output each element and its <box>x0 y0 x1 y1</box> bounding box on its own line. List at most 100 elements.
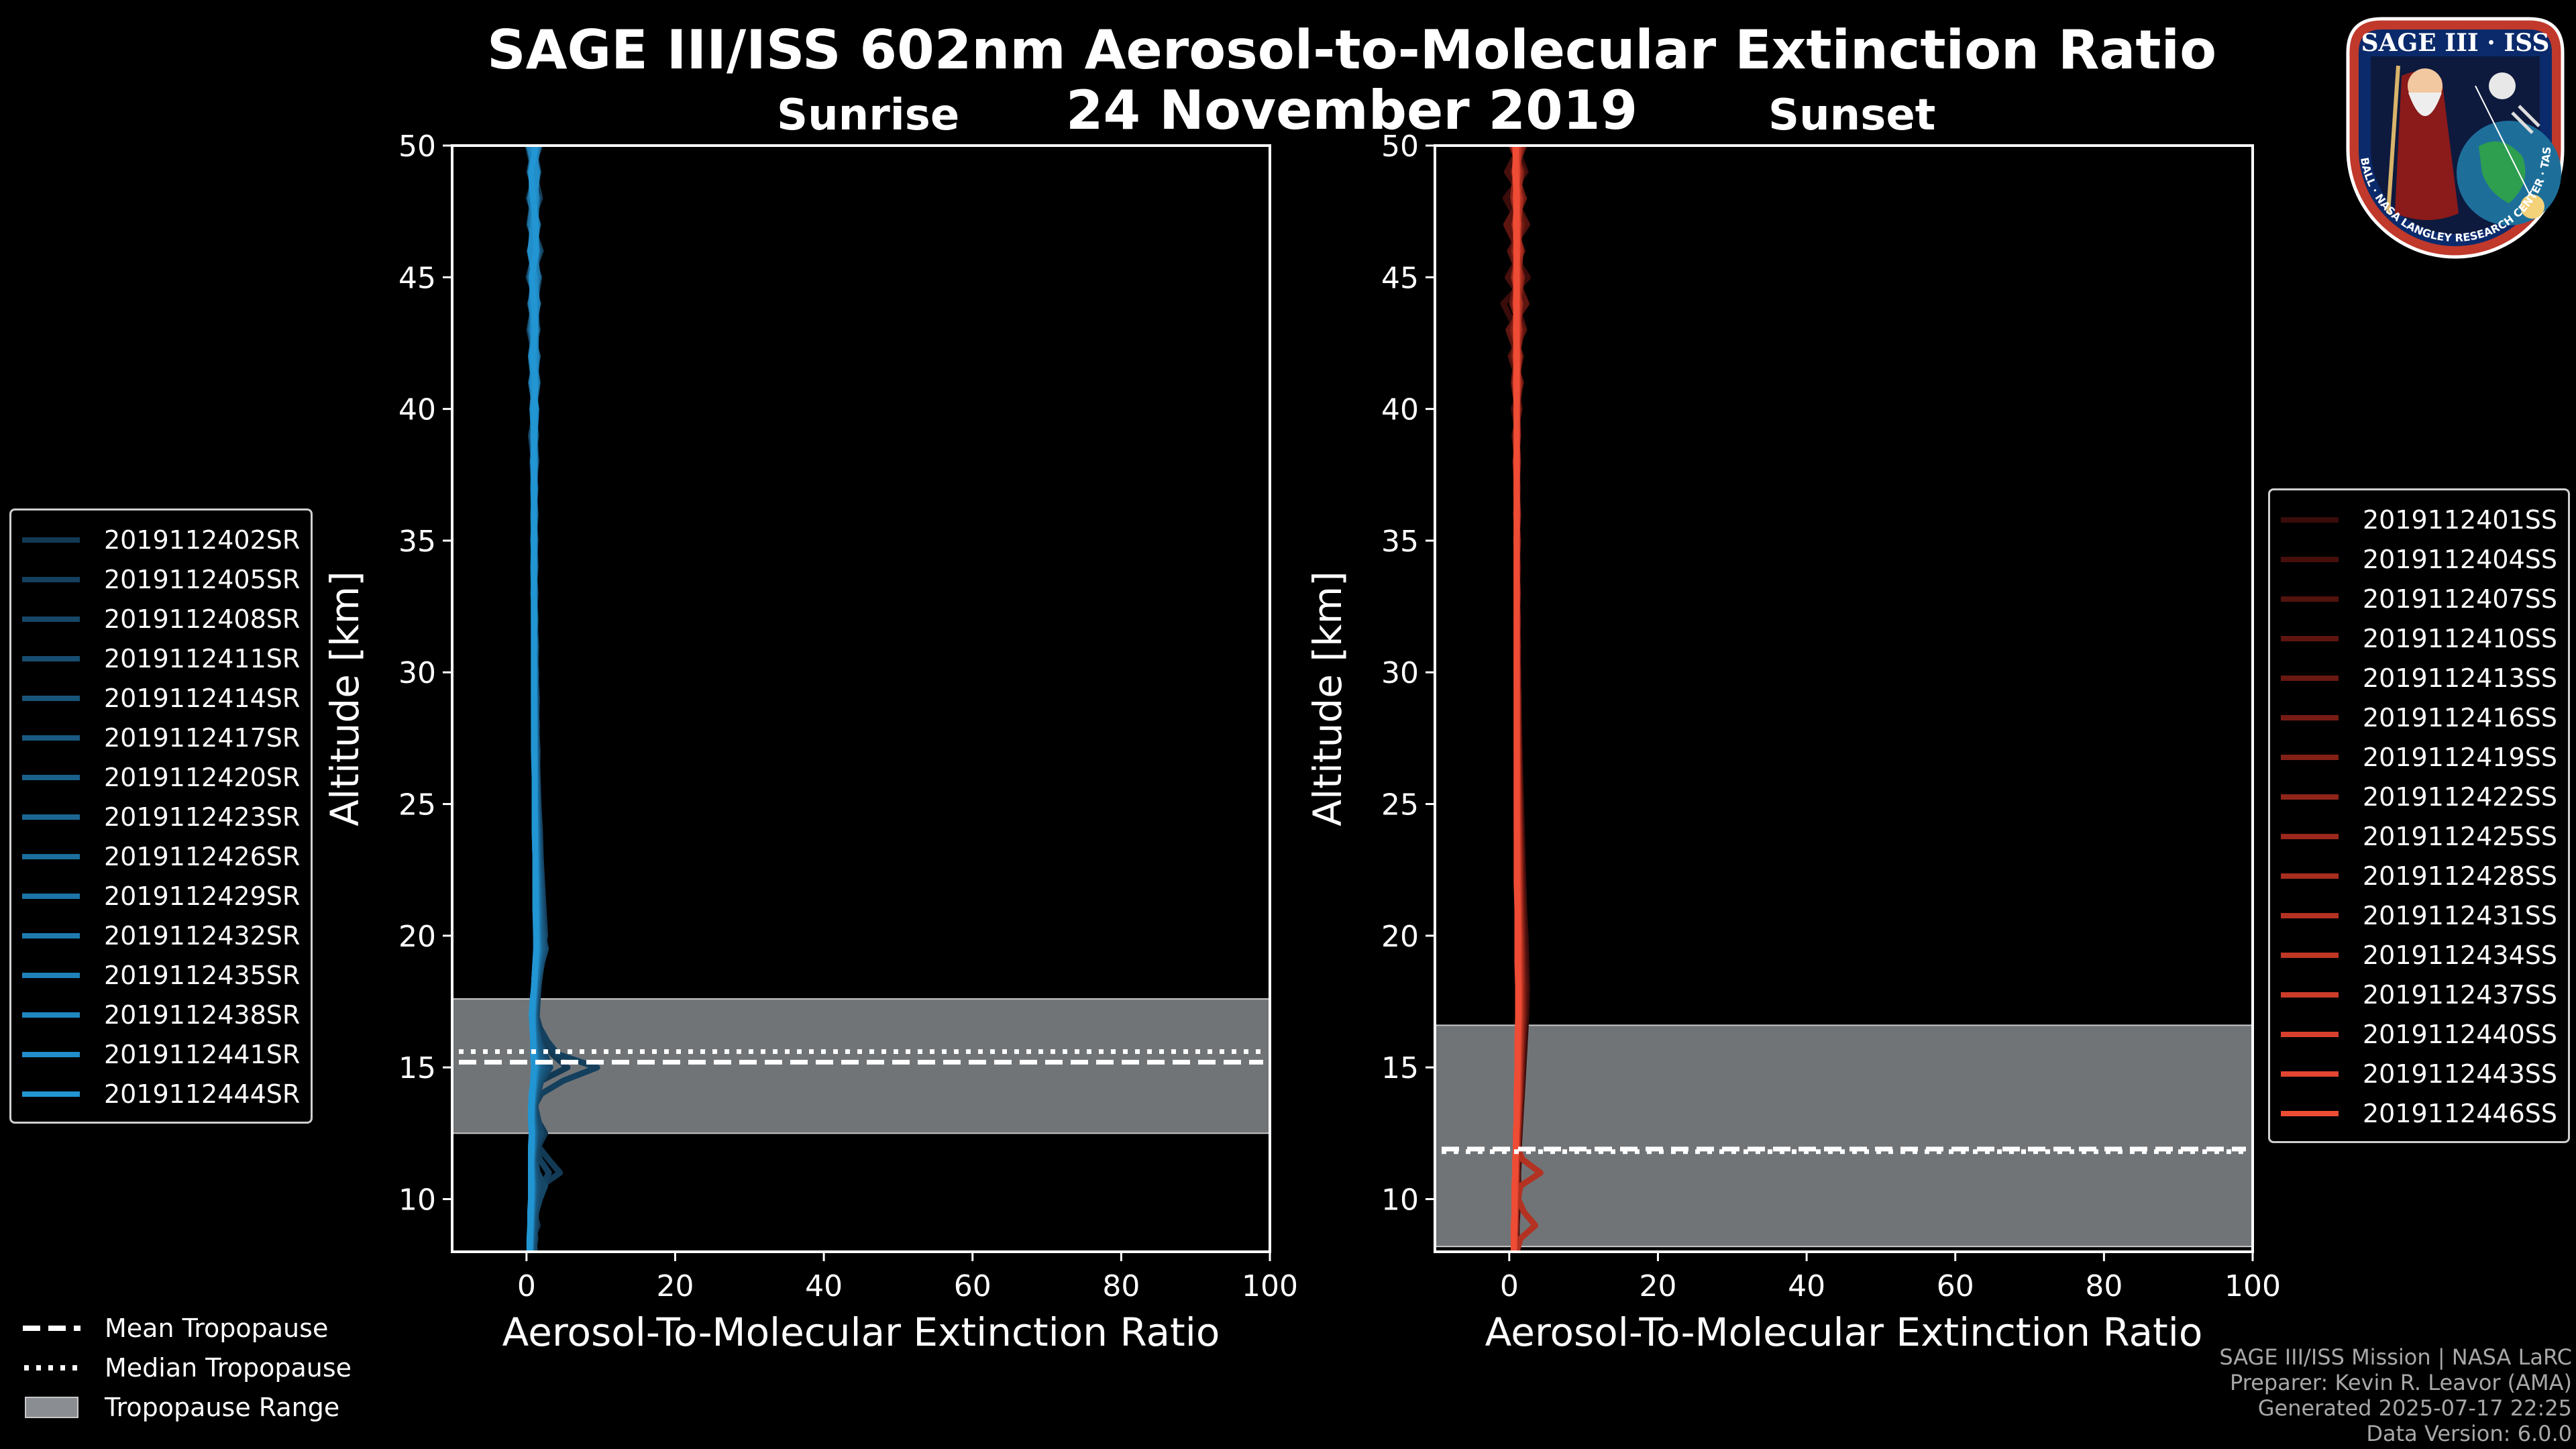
legend-item-2019112434SS: 2019112434SS <box>2281 935 2557 975</box>
x-tick-label: 40 <box>805 1269 843 1303</box>
legend-label: 2019112425SS <box>2363 821 2558 851</box>
x-tick-label: 80 <box>2085 1269 2123 1303</box>
legend-label: 2019112404SS <box>2363 544 2558 574</box>
legend-swatch <box>22 774 80 780</box>
legend-swatch <box>22 1091 80 1097</box>
sunset-tropopause-range-band <box>1434 1024 2253 1248</box>
legend-swatch <box>22 893 80 899</box>
footer-data-version: Data Version: 6.0.0 <box>2366 1421 2572 1446</box>
legend-label: 2019112432SR <box>104 920 301 951</box>
legend-label: 2019112431SS <box>2363 900 2558 930</box>
y-tick-label: 40 <box>1381 393 1419 427</box>
x-tick-label: 40 <box>1788 1269 1825 1303</box>
dashed-line-swatch <box>23 1325 80 1331</box>
y-tick-label: 20 <box>1381 920 1419 954</box>
footer-mission: SAGE III/ISS Mission | NASA LaRC <box>2219 1344 2572 1370</box>
sunset-panel-title: Sunset <box>1768 91 1936 140</box>
sunrise-x-axis-label: Aerosol-To-Molecular Extinction Ratio <box>502 1309 1220 1355</box>
legend-item-2019112438SR: 2019112438SR <box>22 995 300 1034</box>
legend-swatch <box>22 576 80 582</box>
legend-swatch <box>22 537 80 543</box>
y-tick-label: 40 <box>398 393 436 427</box>
legend-tropopause-range: Tropopause Range <box>23 1387 352 1427</box>
legend-label: 2019112411SR <box>104 643 301 674</box>
legend-swatch <box>2281 912 2339 918</box>
sunrise-legend: 2019112402SR 2019112405SR 2019112408SR 2019… <box>9 508 313 1124</box>
legend-item-2019112422SS: 2019112422SS <box>2281 777 2557 816</box>
legend-swatch <box>2281 714 2339 720</box>
x-tick-label: 0 <box>1500 1269 1519 1303</box>
sunset-plot: 0 20 40 60 80 100 10 15 20 25 30 35 40 45 50 Aerosol-To… <box>1305 129 2281 1355</box>
legend-label: 2019112443SS <box>2363 1059 2558 1089</box>
legend-swatch <box>22 695 80 701</box>
legend-swatch <box>22 972 80 978</box>
legend-item-2019112428SS: 2019112428SS <box>2281 856 2557 896</box>
legend-item-2019112437SS: 2019112437SS <box>2281 975 2557 1014</box>
legend-mean-tropopause: Mean Tropopause <box>23 1308 352 1348</box>
legend-label: 2019112416SS <box>2363 702 2558 733</box>
legend-swatch <box>2281 635 2339 641</box>
legend-swatch <box>2281 754 2339 760</box>
tropopause-range-label: Tropopause Range <box>105 1392 340 1422</box>
x-tick-label: 60 <box>954 1269 991 1303</box>
legend-label: 2019112417SR <box>104 722 301 753</box>
x-tick-label: 60 <box>1937 1269 1974 1303</box>
legend-item-2019112443SS: 2019112443SS <box>2281 1054 2557 1093</box>
legend-item-2019112416SS: 2019112416SS <box>2281 698 2557 737</box>
sunrise-tropopause-range-band <box>451 998 1271 1134</box>
legend-item-2019112404SS: 2019112404SS <box>2281 539 2557 579</box>
date-title: 24 November 2019 <box>1065 79 1638 142</box>
legend-swatch <box>22 814 80 820</box>
legend-swatch <box>2281 794 2339 800</box>
legend-label: 2019112408SR <box>104 604 301 634</box>
y-tick-label: 25 <box>398 788 436 822</box>
legend-swatch <box>2281 1071 2339 1077</box>
legend-swatch <box>22 655 80 661</box>
legend-label: 2019112444SR <box>104 1079 301 1109</box>
y-tick-label: 50 <box>398 129 436 164</box>
legend-item-2019112419SS: 2019112419SS <box>2281 737 2557 777</box>
legend-label: 2019112407SS <box>2363 584 2558 614</box>
legend-label: 2019112440SS <box>2363 1019 2558 1049</box>
legend-swatch <box>22 853 80 859</box>
legend-swatch <box>22 1012 80 1018</box>
legend-item-2019112431SS: 2019112431SS <box>2281 896 2557 935</box>
y-tick-label: 35 <box>398 525 436 559</box>
legend-item-2019112414SR: 2019112414SR <box>22 678 300 718</box>
legend-item-2019112405SR: 2019112405SR <box>22 559 300 599</box>
legend-label: 2019112413SS <box>2363 663 2558 693</box>
dotted-line-swatch <box>24 1364 80 1371</box>
x-tick-label: 0 <box>517 1269 536 1303</box>
tropopause-legend: Mean Tropopause Median Tropopause Tropop… <box>23 1308 352 1427</box>
legend-label: 2019112410SS <box>2363 623 2558 653</box>
logo-text: SAGE III · ISS <box>2361 29 2550 57</box>
legend-label: 2019112446SS <box>2363 1098 2558 1128</box>
range-band-swatch <box>25 1396 78 1418</box>
x-tick-label: 20 <box>656 1269 694 1303</box>
legend-item-2019112444SR: 2019112444SR <box>22 1074 300 1114</box>
legend-item-2019112441SR: 2019112441SR <box>22 1034 300 1074</box>
sunrise-panel-title: Sunrise <box>777 91 960 140</box>
legend-label: 2019112422SS <box>2363 782 2558 812</box>
chart-title: SAGE III/ISS 602nm Aerosol-to-Molecular … <box>486 19 2217 81</box>
legend-swatch <box>2281 1110 2339 1116</box>
legend-label: 2019112402SR <box>104 525 301 555</box>
y-tick-label: 30 <box>398 656 436 690</box>
y-tick-label: 10 <box>1381 1183 1419 1217</box>
sunrise-plot-frame <box>451 144 1271 1253</box>
footer-generated: Generated 2025-07-17 22:25 <box>2257 1395 2572 1421</box>
y-tick-label: 30 <box>1381 656 1419 690</box>
footer-preparer: Preparer: Kevin R. Leavor (AMA) <box>2229 1370 2572 1395</box>
legend-item-2019112420SR: 2019112420SR <box>22 757 300 797</box>
legend-swatch <box>2281 556 2339 562</box>
x-tick-label: 80 <box>1102 1269 1140 1303</box>
legend-item-2019112401SS: 2019112401SS <box>2281 500 2557 539</box>
legend-label: 2019112428SS <box>2363 861 2558 891</box>
sage-iii-iss-mission-logo: SAGE III · ISS BALL · NASA LANGLEY RESEA… <box>2341 12 2565 259</box>
legend-item-2019112402SR: 2019112402SR <box>22 520 300 559</box>
x-tick-label: 100 <box>2224 1269 2281 1303</box>
sunrise-plot: 0 20 40 60 80 100 10 15 20 25 30 35 40 45 50 Aerosol-To… <box>322 129 1298 1355</box>
sunset-plot-frame <box>1434 144 2254 1253</box>
legend-item-2019112417SR: 2019112417SR <box>22 718 300 757</box>
legend-label: 2019112429SR <box>104 881 301 911</box>
